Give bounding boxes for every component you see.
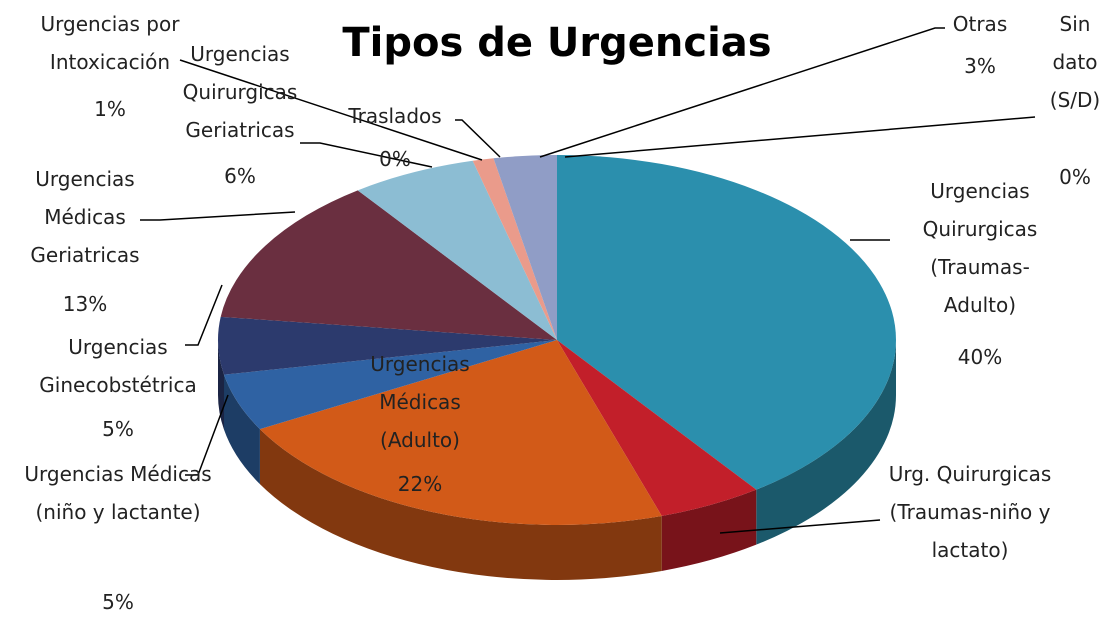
slice xyxy=(220,190,558,340)
leader-line xyxy=(179,59,483,161)
slice-value-label: 22% xyxy=(397,472,443,496)
chart-title: Tipos de Urgencias xyxy=(342,20,772,66)
slice xyxy=(217,316,557,375)
chart xyxy=(140,27,1036,580)
slice-label: Otras xyxy=(952,12,1008,36)
slice-label: Urgencias por Intoxicación xyxy=(40,12,180,74)
slice-value-label: 5% xyxy=(102,590,134,614)
leader-line xyxy=(455,119,501,158)
slice xyxy=(259,340,662,525)
leader-line xyxy=(140,211,296,221)
slice-label: Urgencias Médicas Geriatricas xyxy=(30,167,140,267)
slice-label: Urg. Quirurgicas (Traumas-niño y lactato… xyxy=(888,462,1052,562)
slice-label: Urgencias Ginecobstétrica xyxy=(39,335,197,397)
slice xyxy=(493,155,557,340)
slice-label: Urgencias Médicas (niño y lactante) xyxy=(24,462,212,524)
slice-value-label: 40% xyxy=(957,345,1003,369)
slice-value-label: 1% xyxy=(94,97,126,121)
leader-line xyxy=(719,519,881,534)
slice-label: Urgencias Médicas (Adulto) xyxy=(370,352,470,452)
leader-line xyxy=(539,27,945,158)
page: Tipos de Urgencias (() => { const data =… xyxy=(24,12,1101,614)
slice-side xyxy=(661,489,757,571)
slice xyxy=(472,158,557,340)
slice-value-label: 5% xyxy=(102,417,134,441)
leader-line xyxy=(185,394,229,476)
slice-side xyxy=(756,340,896,545)
slice-side xyxy=(224,374,260,485)
slice xyxy=(224,340,557,430)
slice-label: Urgencias Quirurgicas (Traumas-Adulto) xyxy=(922,179,1038,317)
slice xyxy=(557,155,896,490)
leader-line xyxy=(564,116,1036,158)
slice xyxy=(357,160,557,340)
leader-line xyxy=(185,284,223,346)
slice-value-label: 13% xyxy=(62,292,108,316)
slice-value-label: 6% xyxy=(224,164,256,188)
slice-label: Urgencias Quirurgicas Geriatricas xyxy=(182,42,298,142)
slice xyxy=(557,340,757,516)
slice-value-label: 3% xyxy=(964,54,996,78)
slice-side xyxy=(259,429,662,580)
slice-value-label: 0% xyxy=(379,147,411,171)
leader-line xyxy=(300,142,433,168)
slice-value-label: 0% xyxy=(1059,165,1091,189)
slice-side xyxy=(218,340,225,430)
slice-label: Traslados xyxy=(348,104,442,128)
slice-label: Sin dato (S/D) xyxy=(1049,12,1101,112)
